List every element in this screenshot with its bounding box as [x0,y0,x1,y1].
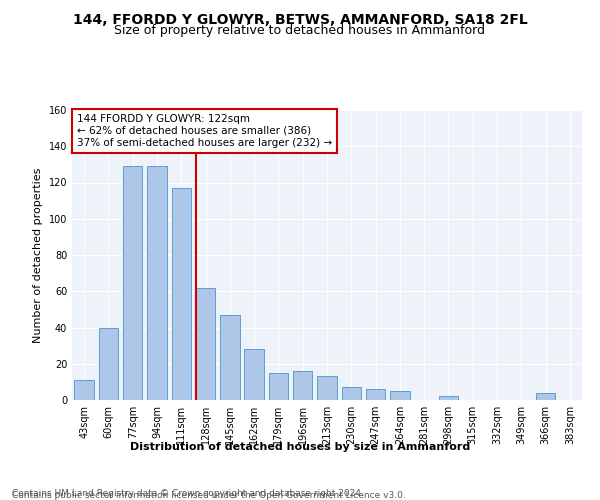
Bar [74,380,94,400]
Text: Contains HM Land Registry data © Crown copyright and database right 2024.: Contains HM Land Registry data © Crown c… [12,488,364,498]
Bar [293,371,313,400]
Bar [439,396,458,400]
Bar [123,166,142,400]
Bar [317,376,337,400]
Bar [244,349,264,400]
Bar [390,391,410,400]
Bar [99,328,118,400]
Bar [269,373,288,400]
Text: 144, FFORDD Y GLOWYR, BETWS, AMMANFORD, SA18 2FL: 144, FFORDD Y GLOWYR, BETWS, AMMANFORD, … [73,12,527,26]
Bar [196,288,215,400]
Bar [366,389,385,400]
Text: Contains public sector information licensed under the Open Government Licence v3: Contains public sector information licen… [12,491,406,500]
Text: 144 FFORDD Y GLOWYR: 122sqm
← 62% of detached houses are smaller (386)
37% of se: 144 FFORDD Y GLOWYR: 122sqm ← 62% of det… [77,114,332,148]
Bar [536,393,555,400]
Y-axis label: Number of detached properties: Number of detached properties [33,168,43,342]
Bar [172,188,191,400]
Text: Size of property relative to detached houses in Ammanford: Size of property relative to detached ho… [115,24,485,37]
Text: Distribution of detached houses by size in Ammanford: Distribution of detached houses by size … [130,442,470,452]
Bar [220,315,239,400]
Bar [341,388,361,400]
Bar [147,166,167,400]
